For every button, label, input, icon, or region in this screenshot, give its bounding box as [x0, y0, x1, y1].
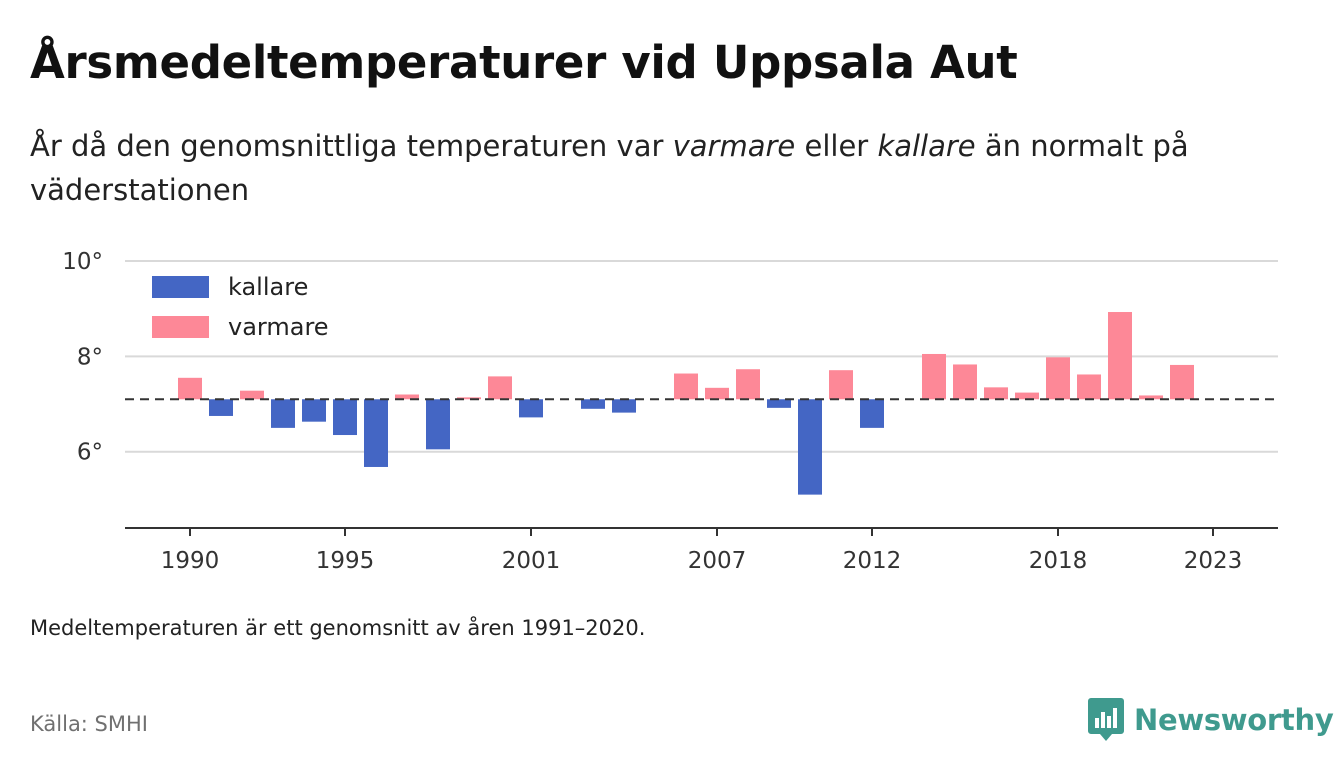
bar-2000	[488, 376, 512, 400]
bars	[178, 312, 1194, 495]
x-tick-label: 2007	[688, 548, 747, 574]
bar-2003	[581, 399, 605, 409]
bar-1999	[457, 397, 481, 400]
legend-swatch-kallare	[152, 276, 209, 298]
x-axis-ticks: 1990 1995 2001 2007 2012 2018 2023	[161, 528, 1243, 574]
newsworthy-logo: Newsworthy	[1088, 698, 1334, 742]
bar-2016	[984, 387, 1008, 400]
brand-name: Newsworthy	[1134, 703, 1334, 737]
bar-1994	[302, 399, 326, 422]
bar-2006	[674, 373, 698, 400]
y-tick-label: 10°	[62, 249, 103, 275]
bar-1992	[240, 390, 264, 400]
bar-2017	[1015, 392, 1039, 400]
y-tick-label: 8°	[77, 344, 103, 370]
x-tick-label: 2012	[843, 548, 902, 574]
chart-title: Årsmedeltemperaturer vid Uppsala Aut	[30, 36, 1018, 89]
bar-2012	[860, 399, 884, 428]
bar-2004	[612, 399, 636, 413]
bar-2009	[767, 399, 791, 408]
legend-swatch-varmare	[152, 316, 209, 338]
bar-1991	[209, 399, 233, 416]
bar-chart-speech-bubble-icon	[1088, 698, 1124, 741]
bar-2021	[1139, 395, 1163, 400]
footnote: Medeltemperaturen är ett genomsnitt av å…	[30, 616, 646, 640]
bar-2018	[1046, 357, 1070, 400]
bar-2011	[829, 370, 853, 400]
subtitle-warmer: varmare	[672, 129, 796, 163]
y-axis-ticks: 6° 8° 10°	[62, 249, 103, 466]
x-tick-label: 2018	[1029, 548, 1088, 574]
bar-2010	[798, 399, 822, 495]
bar-2007	[705, 387, 729, 400]
x-tick-label: 2001	[502, 548, 561, 574]
subtitle-text-2: eller	[795, 129, 878, 163]
legend: kallare varmare	[152, 273, 329, 341]
legend-label-kallare: kallare	[228, 273, 308, 301]
subtitle-text-3: än normalt på väderstationen	[30, 129, 1189, 207]
x-tick-label: 1990	[161, 548, 220, 574]
bar-2014	[922, 353, 946, 400]
bar-2008	[736, 369, 760, 400]
bar-1995	[333, 399, 357, 436]
bar-2019	[1077, 374, 1101, 400]
bar-1993	[271, 399, 295, 428]
legend-label-varmare: varmare	[228, 313, 329, 341]
source-label: Källa: SMHI	[30, 712, 148, 736]
bar-1997	[395, 394, 419, 400]
x-tick-label: 1995	[316, 548, 375, 574]
bar-2020	[1108, 312, 1132, 400]
bar-2022	[1170, 364, 1194, 400]
bar-1998	[426, 399, 450, 450]
grid-lines	[125, 260, 1278, 453]
bar-1996	[364, 399, 388, 467]
chart-subtitle: År då den genomsnittliga temperaturen va…	[30, 124, 1300, 212]
x-tick-label: 2023	[1184, 548, 1243, 574]
bar-1990	[178, 377, 202, 400]
bar-2001	[519, 399, 543, 418]
subtitle-text-1: År då den genomsnittliga temperaturen va…	[30, 129, 673, 163]
bar-2015	[953, 364, 977, 400]
temperature-bar-chart: 6° 8° 10° 1990 1995 2001 2007 2012 2018 2023 kal…	[62, 249, 1278, 574]
y-tick-label: 6°	[77, 440, 103, 466]
subtitle-colder: kallare	[877, 129, 976, 163]
